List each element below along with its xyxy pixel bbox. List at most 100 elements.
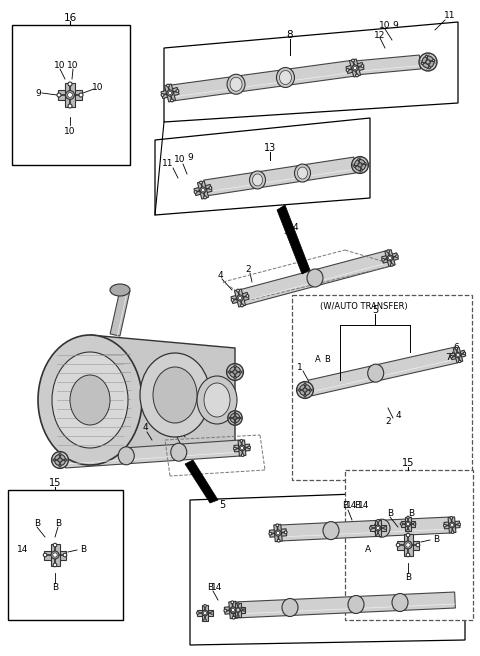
Text: 14: 14 bbox=[211, 583, 223, 592]
Circle shape bbox=[200, 187, 206, 193]
Bar bbox=[345, 470, 473, 620]
Circle shape bbox=[228, 371, 230, 373]
Polygon shape bbox=[352, 67, 360, 77]
Ellipse shape bbox=[140, 353, 210, 437]
Polygon shape bbox=[234, 445, 242, 452]
Circle shape bbox=[234, 422, 236, 424]
Polygon shape bbox=[453, 347, 461, 356]
Ellipse shape bbox=[392, 594, 408, 611]
Ellipse shape bbox=[197, 376, 237, 424]
Ellipse shape bbox=[230, 413, 240, 423]
Text: (W/AUTO TRANSFER): (W/AUTO TRANSFER) bbox=[320, 302, 408, 310]
Circle shape bbox=[425, 55, 428, 58]
Circle shape bbox=[275, 530, 281, 536]
Polygon shape bbox=[455, 354, 463, 363]
Circle shape bbox=[413, 523, 416, 525]
Circle shape bbox=[204, 196, 206, 199]
Circle shape bbox=[366, 164, 368, 166]
Polygon shape bbox=[242, 444, 250, 451]
Polygon shape bbox=[275, 533, 282, 542]
Ellipse shape bbox=[171, 443, 187, 461]
Polygon shape bbox=[405, 517, 411, 524]
Ellipse shape bbox=[227, 74, 245, 94]
Circle shape bbox=[52, 459, 54, 461]
Ellipse shape bbox=[118, 447, 134, 465]
Text: 10: 10 bbox=[174, 155, 186, 165]
Circle shape bbox=[59, 454, 61, 455]
Circle shape bbox=[387, 250, 389, 253]
Circle shape bbox=[234, 423, 236, 425]
Circle shape bbox=[68, 104, 72, 108]
Ellipse shape bbox=[368, 364, 384, 382]
Polygon shape bbox=[200, 189, 208, 199]
Circle shape bbox=[359, 157, 361, 159]
Circle shape bbox=[64, 459, 66, 461]
Polygon shape bbox=[444, 522, 452, 529]
Ellipse shape bbox=[110, 284, 130, 296]
Circle shape bbox=[233, 370, 237, 374]
Circle shape bbox=[54, 459, 56, 461]
Circle shape bbox=[406, 533, 410, 537]
Text: A: A bbox=[365, 546, 371, 554]
Circle shape bbox=[161, 94, 164, 96]
Ellipse shape bbox=[419, 53, 437, 71]
Ellipse shape bbox=[52, 451, 69, 468]
Polygon shape bbox=[382, 255, 391, 263]
Circle shape bbox=[407, 529, 409, 532]
Circle shape bbox=[356, 74, 359, 77]
Text: 8: 8 bbox=[287, 30, 293, 40]
Circle shape bbox=[458, 523, 460, 525]
Circle shape bbox=[377, 534, 379, 537]
Circle shape bbox=[228, 417, 230, 419]
Text: 1: 1 bbox=[297, 363, 303, 373]
Text: B: B bbox=[342, 501, 348, 510]
Polygon shape bbox=[70, 90, 82, 100]
Circle shape bbox=[237, 615, 239, 617]
Circle shape bbox=[426, 60, 430, 64]
Polygon shape bbox=[202, 184, 212, 194]
Text: 1: 1 bbox=[65, 443, 71, 453]
Text: B: B bbox=[387, 508, 393, 518]
Polygon shape bbox=[235, 604, 241, 610]
Text: 16: 16 bbox=[63, 13, 77, 23]
Circle shape bbox=[240, 417, 242, 419]
Circle shape bbox=[53, 543, 57, 547]
Polygon shape bbox=[204, 157, 356, 196]
Text: 3: 3 bbox=[112, 428, 118, 436]
Polygon shape bbox=[155, 118, 370, 215]
Circle shape bbox=[204, 619, 206, 621]
Polygon shape bbox=[269, 529, 278, 537]
Circle shape bbox=[391, 264, 393, 266]
Text: A: A bbox=[315, 356, 321, 365]
Ellipse shape bbox=[422, 56, 434, 68]
Text: 5: 5 bbox=[219, 500, 225, 510]
Ellipse shape bbox=[300, 384, 311, 396]
Text: B: B bbox=[408, 508, 414, 518]
Polygon shape bbox=[278, 529, 287, 537]
Polygon shape bbox=[237, 297, 246, 307]
Text: 12: 12 bbox=[374, 30, 386, 39]
Circle shape bbox=[236, 607, 240, 613]
Text: B: B bbox=[324, 356, 330, 365]
Circle shape bbox=[231, 298, 234, 301]
Text: 10: 10 bbox=[67, 60, 79, 70]
Circle shape bbox=[167, 90, 173, 96]
Polygon shape bbox=[408, 521, 415, 527]
Circle shape bbox=[240, 304, 243, 307]
Polygon shape bbox=[55, 550, 66, 560]
Ellipse shape bbox=[52, 352, 128, 448]
Polygon shape bbox=[238, 607, 245, 613]
Circle shape bbox=[63, 553, 67, 557]
Text: 4: 4 bbox=[292, 224, 298, 232]
Polygon shape bbox=[197, 609, 205, 616]
Text: 4: 4 bbox=[395, 411, 401, 419]
Polygon shape bbox=[375, 520, 381, 528]
Polygon shape bbox=[346, 65, 356, 73]
Circle shape bbox=[227, 371, 229, 373]
Polygon shape bbox=[65, 95, 75, 107]
Circle shape bbox=[299, 389, 300, 391]
Polygon shape bbox=[404, 534, 412, 545]
Circle shape bbox=[359, 164, 361, 166]
Circle shape bbox=[59, 459, 61, 461]
Polygon shape bbox=[457, 350, 466, 358]
